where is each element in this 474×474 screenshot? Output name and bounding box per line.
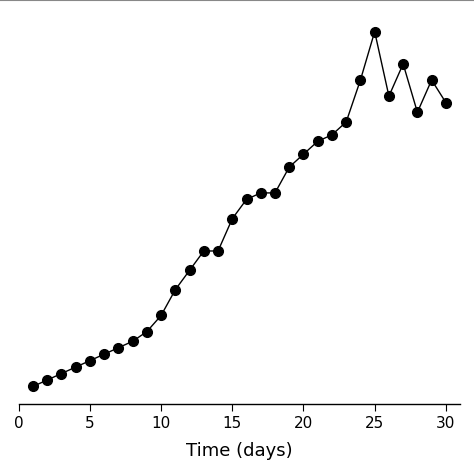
X-axis label: Time (days): Time (days)	[186, 442, 293, 460]
